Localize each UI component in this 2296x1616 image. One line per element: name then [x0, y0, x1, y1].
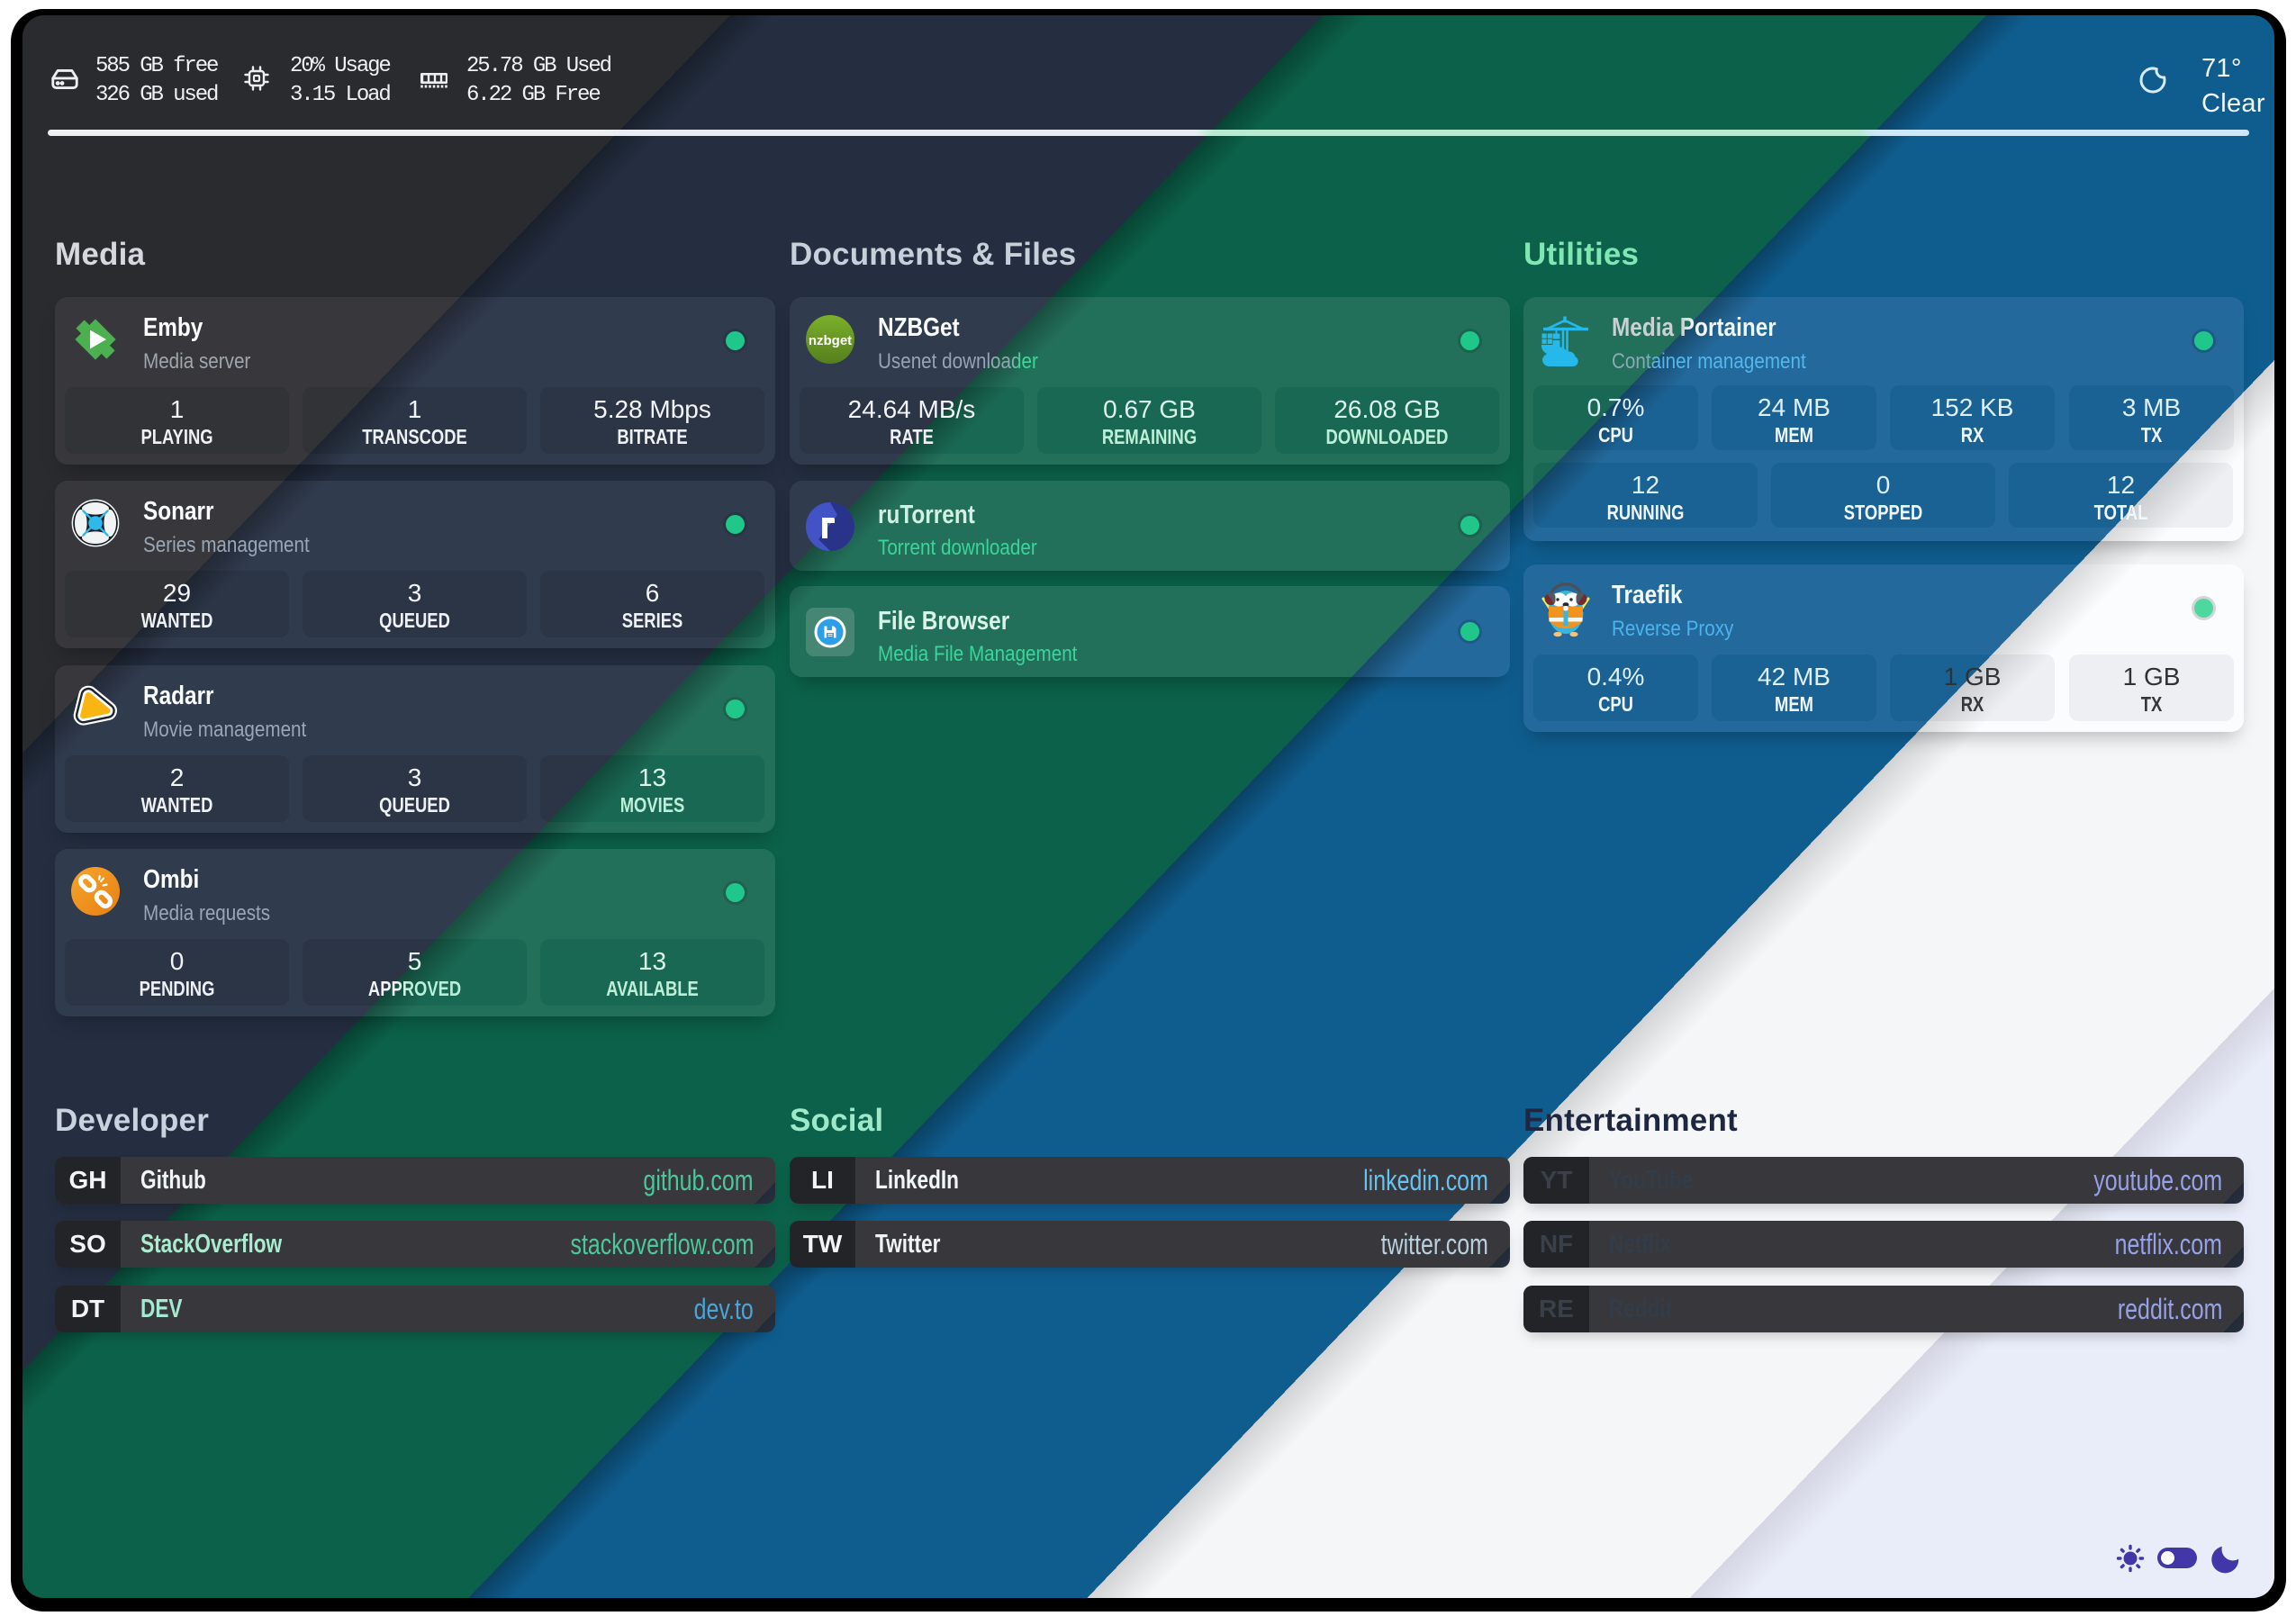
svg-text:nzbget: nzbget: [809, 333, 852, 348]
